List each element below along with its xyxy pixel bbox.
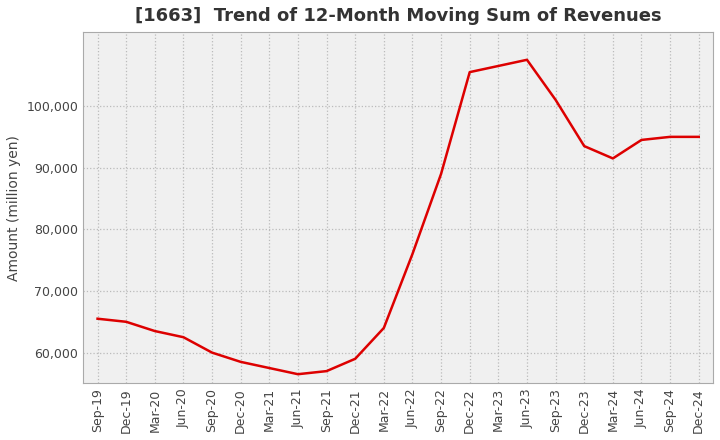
Title: [1663]  Trend of 12-Month Moving Sum of Revenues: [1663] Trend of 12-Month Moving Sum of R… bbox=[135, 7, 662, 25]
Y-axis label: Amount (million yen): Amount (million yen) bbox=[7, 135, 21, 281]
